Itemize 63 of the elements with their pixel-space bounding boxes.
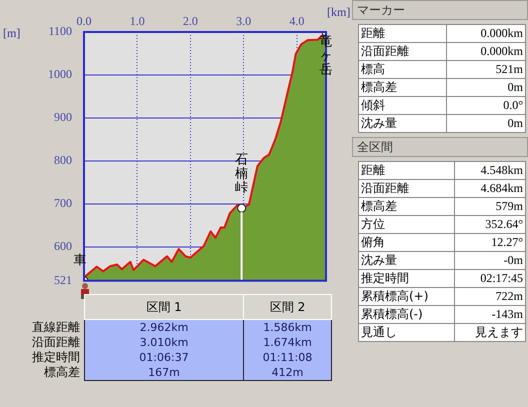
text: 見えます <box>454 324 526 342</box>
text: 02:17:45 <box>454 270 526 288</box>
text: 俯角 <box>358 234 455 252</box>
text: 沈み量 <box>358 252 455 270</box>
text: 沿面距離 <box>31 334 80 349</box>
text: 距離 <box>358 24 447 42</box>
text: 区間 1 <box>84 294 244 320</box>
text: 2.962km <box>84 320 244 335</box>
text: -143m <box>454 306 526 324</box>
text: 区間 2 <box>244 294 332 320</box>
text: 4.684km <box>454 180 526 198</box>
y-tick-label: 521 <box>54 272 72 287</box>
y-tick-label: 600 <box>54 239 72 254</box>
text: 1.586km <box>244 320 332 335</box>
x-tick-label: 0.0 <box>76 14 92 28</box>
x-axis-title: [km] <box>327 5 350 20</box>
annotation: 竜ヶ岳 <box>320 34 332 78</box>
text: 沿面距離 <box>358 180 455 198</box>
y-tick-label: 1000 <box>48 67 72 82</box>
text: マーカー <box>352 0 528 20</box>
text: 標高差 <box>358 78 447 96</box>
text: 12.27° <box>454 234 526 252</box>
y-tick-label: 900 <box>54 110 72 124</box>
text: 標高差 <box>358 198 455 216</box>
text: 方位 <box>358 216 455 234</box>
text: 距離 <box>358 162 455 180</box>
text: 推定時間 <box>358 270 455 288</box>
text: 累積標高(+) <box>358 288 455 306</box>
text: 沈み量 <box>358 114 447 132</box>
text: 4.548km <box>454 162 526 180</box>
text: 沿面距離 <box>358 42 447 60</box>
x-tick-label: 4.0 <box>289 14 304 28</box>
text: 412m <box>244 365 332 380</box>
y-tick-label: 700 <box>54 196 72 210</box>
text: 0m <box>446 78 526 96</box>
text: 0.000km <box>446 42 526 60</box>
y-tick-label: 800 <box>54 153 72 168</box>
text: 標高差 <box>43 364 80 379</box>
text: 見通し <box>358 324 455 342</box>
text: 直線距離 <box>31 319 80 334</box>
text: 傾斜 <box>358 96 447 114</box>
y-tick-label: 1100 <box>48 24 72 38</box>
text: 0m <box>446 114 526 132</box>
x-tick-label: 1.0 <box>130 14 145 28</box>
text: 167m <box>84 365 244 380</box>
text: 0.000km <box>446 24 526 42</box>
x-tick-label: 2.0 <box>182 14 198 28</box>
x-tick-label: 3.0 <box>236 14 252 28</box>
text: 722m <box>454 288 526 306</box>
text: 01:06:37 <box>84 350 244 365</box>
text: 全区間 <box>352 137 528 157</box>
text: 521m <box>446 60 526 78</box>
text: 1.674km <box>244 335 332 350</box>
y-axis-title: [m] <box>3 26 20 41</box>
text: 推定時間 <box>31 349 80 364</box>
text: 3.010km <box>84 335 244 350</box>
text: 累積標高(-) <box>358 306 455 324</box>
text: 0.0° <box>446 96 526 114</box>
text: 01:11:08 <box>244 350 332 365</box>
text: 352.64° <box>454 216 526 234</box>
text: -0m <box>454 252 526 270</box>
text: 579m <box>454 198 526 216</box>
text: 標高 <box>358 60 447 78</box>
